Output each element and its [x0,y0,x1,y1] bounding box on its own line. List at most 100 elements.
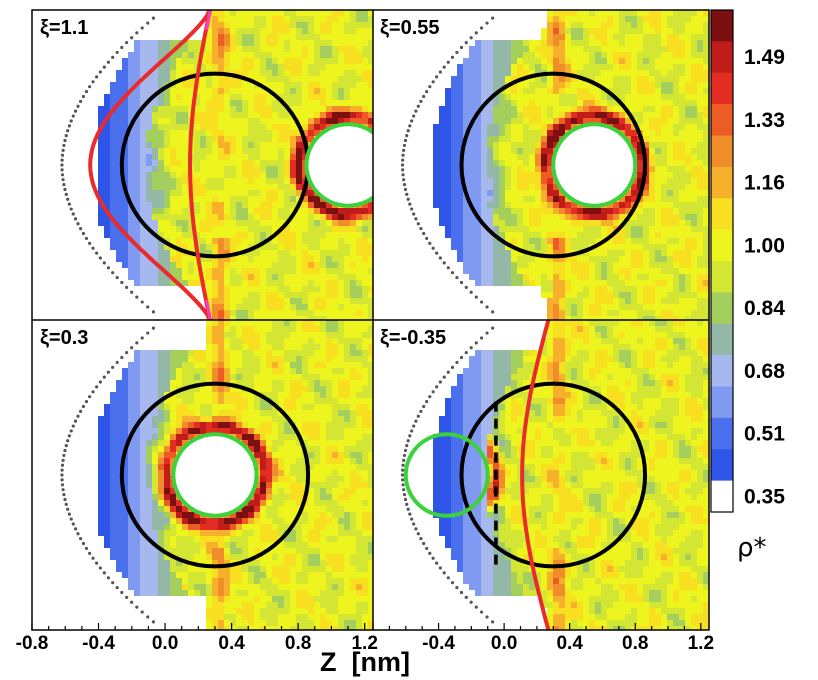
density-cell [523,190,530,197]
density-cell [278,280,285,287]
density-cell [248,52,255,59]
density-cell [62,100,69,107]
density-cell [176,58,183,65]
density-cell [278,130,285,137]
density-cell [326,214,333,221]
density-cell [86,274,93,281]
density-cell [314,34,321,41]
density-cell [433,16,440,23]
density-cell [254,94,261,101]
density-cell [176,118,183,125]
density-cell [385,154,392,161]
density-cell [356,46,363,53]
density-cell [32,76,39,83]
density-cell [445,154,452,161]
density-cell [296,214,303,221]
density-cell [290,70,297,77]
density-cell [475,220,482,227]
density-cell [409,82,416,89]
density-cell [385,214,392,221]
density-cell [391,46,398,53]
density-cell [134,220,141,227]
density-cell [362,292,369,299]
density-cell [332,34,339,41]
density-cell [182,82,189,89]
density-cell [427,64,434,71]
density-cell [541,106,548,113]
density-cell [559,298,566,305]
density-cell [212,202,219,209]
density-cell [403,262,410,269]
density-cell [194,226,201,233]
density-cell [74,202,81,209]
density-cell [170,208,177,215]
density-cell [344,304,351,311]
density-cell [523,10,530,17]
density-cell [314,214,321,221]
density-cell [200,244,207,251]
density-cell [559,220,566,227]
density-cell [517,286,524,293]
density-cell [236,58,243,65]
density-cell [451,244,458,251]
density-cell [445,148,452,155]
density-cell [529,58,536,65]
density-cell [493,262,500,269]
density-cell [571,118,578,125]
density-cell [475,262,482,269]
density-cell [32,184,39,191]
density-cell [140,172,147,179]
density-cell [236,34,243,41]
density-cell [44,298,51,305]
density-cell [547,154,554,161]
density-cell [284,22,291,29]
density-cell [56,76,63,83]
density-cell [302,202,309,209]
density-cell [350,250,357,257]
density-cell [344,232,351,239]
density-cell [278,136,285,143]
density-cell [577,118,584,125]
density-cell [577,256,584,263]
density-cell [266,118,273,125]
density-cell [176,124,183,131]
density-cell [266,154,273,161]
density-cell [260,112,267,119]
density-cell [481,190,488,197]
density-cell [158,70,165,77]
density-cell [547,148,554,155]
density-cell [230,160,237,167]
density-cell [122,82,129,89]
density-cell [308,136,315,143]
density-cell [92,64,99,71]
density-cell [176,316,183,320]
density-cell [589,10,596,17]
density-cell [68,292,75,299]
density-cell [128,310,135,317]
density-cell [421,202,428,209]
density-cell [415,112,422,119]
density-cell [445,118,452,125]
density-cell [164,70,171,77]
density-cell [463,226,470,233]
density-cell [296,160,303,167]
density-cell [368,220,373,227]
density-cell [373,82,380,89]
density-cell [451,136,458,143]
density-cell [86,148,93,155]
density-cell [385,178,392,185]
density-cell [320,52,327,59]
density-cell [206,292,213,299]
density-cell [332,262,339,269]
density-cell [284,304,291,311]
density-cell [302,16,309,23]
density-cell [332,112,339,119]
density-cell [385,148,392,155]
density-cell [98,40,105,47]
density-cell [493,202,500,209]
density-cell [595,46,602,53]
density-cell [44,196,51,203]
density-cell [296,184,303,191]
density-cell [344,208,351,215]
density-cell [427,316,434,320]
